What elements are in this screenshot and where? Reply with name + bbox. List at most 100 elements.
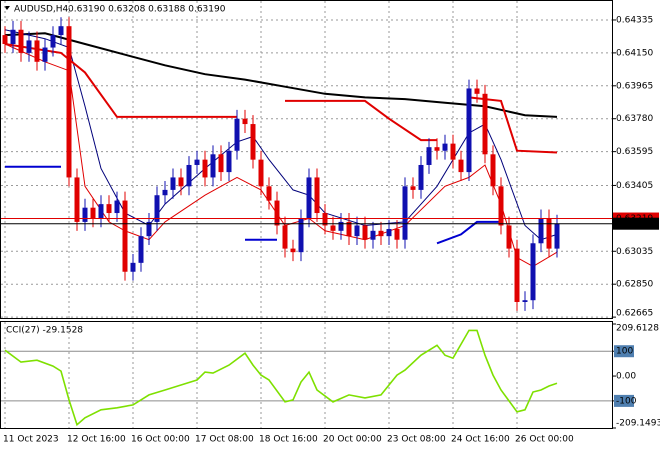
candle-body [522,300,528,302]
candle-body [250,124,256,160]
candle-body [546,218,552,249]
candle-body [210,154,216,178]
candle-body [218,154,224,173]
candle-body [394,229,400,240]
price-label-box [613,217,659,230]
candle-body [274,200,280,226]
y-tick-label: 0.63780 [616,114,653,124]
indicator-line [4,32,558,118]
candle-body [154,195,160,222]
candle-body [338,221,344,231]
x-tick-label: 24 Oct 16:00 [451,435,510,445]
candle-body [194,159,200,165]
candle-body [426,147,432,165]
y-tick-label: 0.64335 [616,15,653,25]
candle-body [226,150,232,173]
y-tick-label: 0.63405 [616,181,653,191]
candle-body [458,159,464,173]
candle-body [2,35,8,44]
indicator-line [4,29,558,241]
candle-body [506,225,512,249]
candle-body [482,93,488,155]
y-tick-label: 0.62850 [616,280,653,290]
chart-title: AUDUSD,H4 [14,5,69,15]
candle-body [554,223,560,249]
candle-body [378,230,384,237]
y-tick-label: 0.64150 [616,48,653,58]
candle-body [98,204,104,219]
candle-body [10,29,16,44]
candle-body [122,200,128,272]
candle-body [186,164,192,187]
main-panel [0,0,613,319]
candle-body [162,189,168,196]
candle-body [42,47,48,62]
level-box [614,394,634,407]
candle-body [170,177,176,190]
y-tick-label: 209.6128 [616,324,659,334]
candle-body [354,225,360,237]
candle-body [202,159,208,178]
candle-body [466,88,472,173]
candle-body [50,35,56,48]
candle-body [130,262,136,272]
candle-body [498,186,504,226]
y-tick-label: 0.63595 [616,147,653,157]
candle-body [490,154,496,187]
candle-body [530,243,536,301]
y-tick-label: 0.63965 [616,81,653,91]
candle-body [138,236,144,263]
candle-body [370,230,376,240]
indicator-line [4,329,558,427]
candle-body [178,177,184,187]
candle-body [26,40,32,53]
candle-body [386,229,392,237]
x-tick-label: 23 Oct 08:00 [387,435,446,445]
candle-body [362,225,368,240]
x-tick-label: 20 Oct 00:00 [323,435,382,445]
candle-body [410,186,416,190]
candle-body [322,213,328,226]
candle-body [66,26,72,178]
candle-body [58,26,64,36]
candle-body [434,147,440,151]
candle-body [298,218,304,253]
x-tick-label: 11 Oct 2023 [3,435,59,445]
candle-body [418,164,424,190]
candle-body [290,248,296,253]
candle-body [514,248,520,302]
y-tick-label: 100 [616,347,633,357]
candle-body [450,143,456,160]
candle-body [106,204,112,214]
candle-body [402,186,408,240]
candle-body [306,177,312,219]
level-box [614,345,634,358]
candle-body [258,159,264,187]
candle-body [538,218,544,244]
candle-body [114,200,120,214]
candle-body [442,143,448,151]
candle-body [330,225,336,231]
candle-body [474,88,480,94]
y-tick-label: -100 [616,396,637,406]
candle-body [282,225,288,249]
y-tick-label: 0.63035 [616,247,653,257]
y-tick-label: -209.1493 [616,419,660,429]
ohlc: 0.63190 0.63208 0.63188 0.63190 [68,5,226,15]
candle-body [234,118,240,151]
candle-body [314,177,320,214]
candle-body [18,29,24,53]
indicator-line [5,165,501,245]
x-tick-label: 17 Oct 08:00 [195,435,254,445]
candle-body [90,207,96,219]
cci-title: CCI(27) -29.1528 [6,326,83,336]
candle-body [82,207,88,222]
candle-body [146,221,152,237]
price-label: 0.63190 [616,219,653,229]
candle-body [34,40,40,62]
candle-body [346,221,352,237]
x-tick-label: 26 Oct 00:00 [515,435,574,445]
x-tick-label: 12 Oct 16:00 [67,435,126,445]
x-tick-label: 18 Oct 16:00 [259,435,318,445]
